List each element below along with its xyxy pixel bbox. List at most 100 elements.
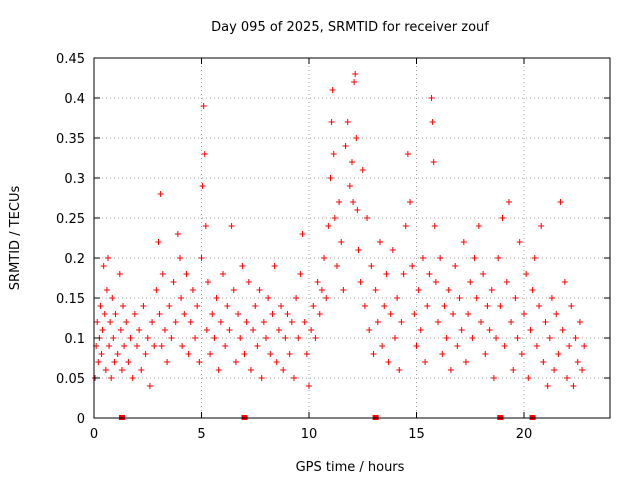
data-point — [174, 231, 181, 237]
data-point — [318, 287, 325, 293]
data-point — [189, 287, 196, 293]
data-point — [555, 351, 562, 357]
data-point — [396, 367, 403, 373]
data-point — [144, 335, 151, 341]
data-point — [282, 335, 289, 341]
data-point — [136, 327, 143, 333]
data-point — [516, 239, 523, 245]
data-point — [127, 335, 134, 341]
data-point — [381, 303, 388, 309]
data-point — [376, 239, 383, 245]
data-point — [323, 295, 330, 301]
y-tick-label: 0.2 — [64, 252, 85, 267]
data-point — [102, 367, 109, 373]
data-point — [140, 303, 147, 309]
y-tick-label: 0.05 — [56, 372, 85, 387]
data-point — [312, 335, 319, 341]
data-point — [482, 351, 489, 357]
data-point — [112, 311, 119, 317]
data-point — [546, 335, 553, 341]
y-axis-ticks: 0 0.05 0.1 0.15 0.2 0.25 0.3 0.35 0.4 0.45 — [56, 52, 610, 427]
data-point — [570, 383, 577, 389]
data-point — [97, 303, 104, 309]
data-point — [441, 303, 448, 309]
data-point — [235, 311, 242, 317]
data-point — [166, 303, 173, 309]
data-point — [116, 271, 123, 277]
data-point — [439, 351, 446, 357]
data-point — [243, 319, 250, 325]
data-point — [94, 319, 101, 325]
data-point — [431, 223, 438, 229]
data-point — [271, 263, 278, 269]
data-point — [417, 327, 424, 333]
data-point — [359, 167, 366, 173]
data-point — [432, 279, 439, 285]
data-point — [106, 343, 113, 349]
data-point — [198, 255, 205, 261]
data-point — [297, 271, 304, 277]
data-point — [484, 303, 491, 309]
data-point — [111, 359, 118, 365]
data-point — [581, 343, 588, 349]
data-point — [280, 367, 287, 373]
data-point — [185, 351, 192, 357]
data-point — [254, 343, 261, 349]
data-point — [559, 327, 566, 333]
data-point — [299, 231, 306, 237]
data-point — [544, 383, 551, 389]
data-point — [566, 343, 573, 349]
y-axis-label: SRMTID / TECUs — [8, 186, 23, 291]
data-point — [284, 311, 291, 317]
data-point — [370, 351, 377, 357]
data-point — [493, 335, 500, 341]
data-point — [316, 311, 323, 317]
data-point — [275, 327, 282, 333]
data-point — [490, 375, 497, 381]
data-point — [557, 199, 564, 205]
data-point — [426, 271, 433, 277]
data-point — [445, 287, 452, 293]
data-point — [361, 303, 368, 309]
data-point — [230, 287, 237, 293]
data-point — [340, 287, 347, 293]
data-point — [475, 223, 482, 229]
data-point — [501, 343, 508, 349]
plot-frame — [93, 57, 611, 419]
data-point — [499, 215, 506, 221]
data-point — [325, 223, 332, 229]
data-point — [576, 319, 583, 325]
data-point — [364, 215, 371, 221]
data-point — [170, 279, 177, 285]
data-point — [209, 311, 216, 317]
x-axis-label: GPS time / hours — [296, 460, 405, 475]
data-point — [201, 151, 208, 157]
data-point — [424, 303, 431, 309]
data-point — [247, 367, 254, 373]
data-point — [213, 295, 220, 301]
data-point — [228, 223, 235, 229]
data-point — [104, 255, 111, 261]
data-point — [192, 335, 199, 341]
data-point — [125, 359, 132, 365]
data-point — [419, 255, 426, 261]
data-point — [497, 303, 504, 309]
data-point — [204, 279, 211, 285]
data-point — [374, 319, 381, 325]
data-point — [202, 223, 209, 229]
data-point — [121, 343, 128, 349]
data-point — [435, 319, 441, 325]
data-point — [278, 303, 285, 309]
data-point — [394, 295, 401, 301]
data-point — [454, 343, 461, 349]
data-point — [574, 359, 581, 365]
data-point — [129, 375, 136, 381]
data-point — [488, 287, 495, 293]
data-point — [551, 367, 558, 373]
y-tick-label: 0.25 — [56, 212, 85, 227]
data-point — [263, 335, 269, 341]
data-point — [200, 103, 207, 109]
x-tick-label: 5 — [197, 427, 205, 442]
data-point — [110, 335, 117, 341]
data-point — [579, 367, 586, 373]
